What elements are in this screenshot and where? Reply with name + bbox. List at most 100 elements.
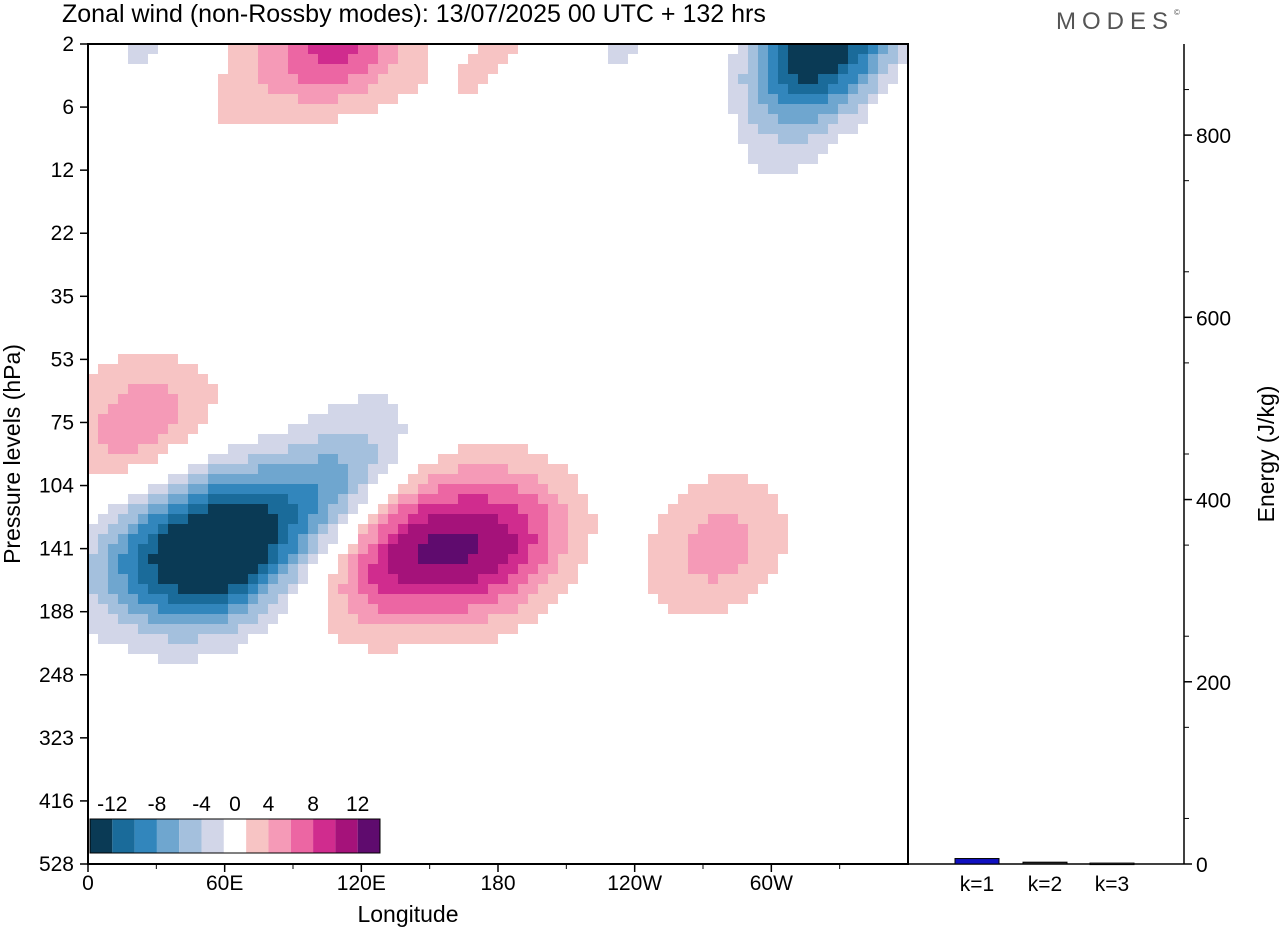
heatmap-cell [178,594,188,604]
heatmap-cell [398,424,408,434]
heatmap-cell [338,414,348,424]
heatmap-cell [368,414,378,424]
heatmap-cell [428,554,438,564]
heatmap-cell [708,574,718,584]
heatmap-cell [468,64,478,74]
heatmap-cell [718,474,728,484]
heatmap-cell [288,544,298,554]
heatmap-cell [148,444,158,454]
heatmap-cell [888,54,898,64]
heatmap-cell [258,64,268,74]
heatmap-cell [548,494,558,504]
heatmap-cell [108,634,118,644]
heatmap-cell [778,74,788,84]
heatmap-cell [538,604,548,614]
heatmap-cell [288,424,298,434]
y-tick-label: 2 [62,33,74,56]
heatmap-cell [518,614,528,624]
heatmap-cell [538,544,548,554]
heatmap-cell [458,584,468,594]
heatmap-cell [218,514,228,524]
heatmap-cell [328,464,338,474]
heatmap-cell [438,554,448,564]
heatmap-cell [798,44,808,54]
heatmap-cell [548,534,558,544]
heatmap-cell [478,624,488,634]
heatmap-cell [328,64,338,74]
heatmap-cell [328,434,338,444]
heatmap-cell [558,544,568,554]
heatmap-cell [238,634,248,644]
heatmap-cell [658,514,668,524]
heatmap-cell [198,484,208,494]
heatmap-cell [278,104,288,114]
heatmap-cell [758,44,768,54]
heatmap-cell [348,594,358,604]
heatmap-cell [808,114,818,124]
heatmap-cell [368,94,378,104]
heatmap-cell [438,484,448,494]
heatmap-cell [228,44,238,54]
heatmap-cell [298,64,308,74]
heatmap-cell [288,524,298,534]
heatmap-cell [748,134,758,144]
heatmap-cell [448,614,458,624]
heatmap-cell [738,74,748,84]
heatmap-cell [98,564,108,574]
heatmap-cell [308,454,318,464]
heatmap-cell [768,74,778,84]
energy-tick-label: 0 [1196,854,1208,877]
heatmap-cell [658,554,668,564]
heatmap-cell [718,574,728,584]
heatmap-cell [148,584,158,594]
heatmap-cell [298,574,308,584]
heatmap-cell [218,574,228,584]
heatmap-cell [398,594,408,604]
heatmap-cell [378,444,388,454]
heatmap-cell [248,614,258,624]
heatmap-cell [888,74,898,84]
heatmap-cell [528,514,538,524]
heatmap-cell [128,374,138,384]
heatmap-cell [138,354,148,364]
heatmap-cell [528,554,538,564]
heatmap-cell [768,154,778,164]
colorbar-swatch [134,819,157,853]
heatmap-cell [408,474,418,484]
heatmap-cell [168,604,178,614]
heatmap-cell [828,114,838,124]
heatmap-cell [398,604,408,614]
heatmap-cell [748,84,758,94]
heatmap-cell [138,374,148,384]
heatmap-cell [318,474,328,484]
heatmap-cell [108,624,118,634]
heatmap-cell [128,44,138,54]
heatmap-cell [338,514,348,524]
heatmap-cell [278,504,288,514]
heatmap-cell [138,604,148,614]
heatmap-cell [228,564,238,574]
heatmap-cell [148,574,158,584]
heatmap-cell [418,484,428,494]
heatmap-cell [298,84,308,94]
heatmap-cell [148,384,158,394]
heatmap-cell [708,584,718,594]
heatmap-cell [218,534,228,544]
heatmap-cell [398,504,408,514]
heatmap-cell [488,634,498,644]
heatmap-cell [278,444,288,454]
heatmap-cell [238,534,248,544]
heatmap-cell [328,114,338,124]
heatmap-cell [508,624,518,634]
heatmap-cell [338,614,348,624]
heatmap-cell [438,514,448,524]
heatmap-cell [228,614,238,624]
heatmap-cell [118,524,128,534]
heatmap-cell [128,524,138,534]
heatmap-cell [178,494,188,504]
heatmap-cell [248,44,258,54]
heatmap-cell [738,554,748,564]
heatmap-cell [268,514,278,524]
heatmap-cell [418,564,428,574]
heatmap-cell [178,524,188,534]
